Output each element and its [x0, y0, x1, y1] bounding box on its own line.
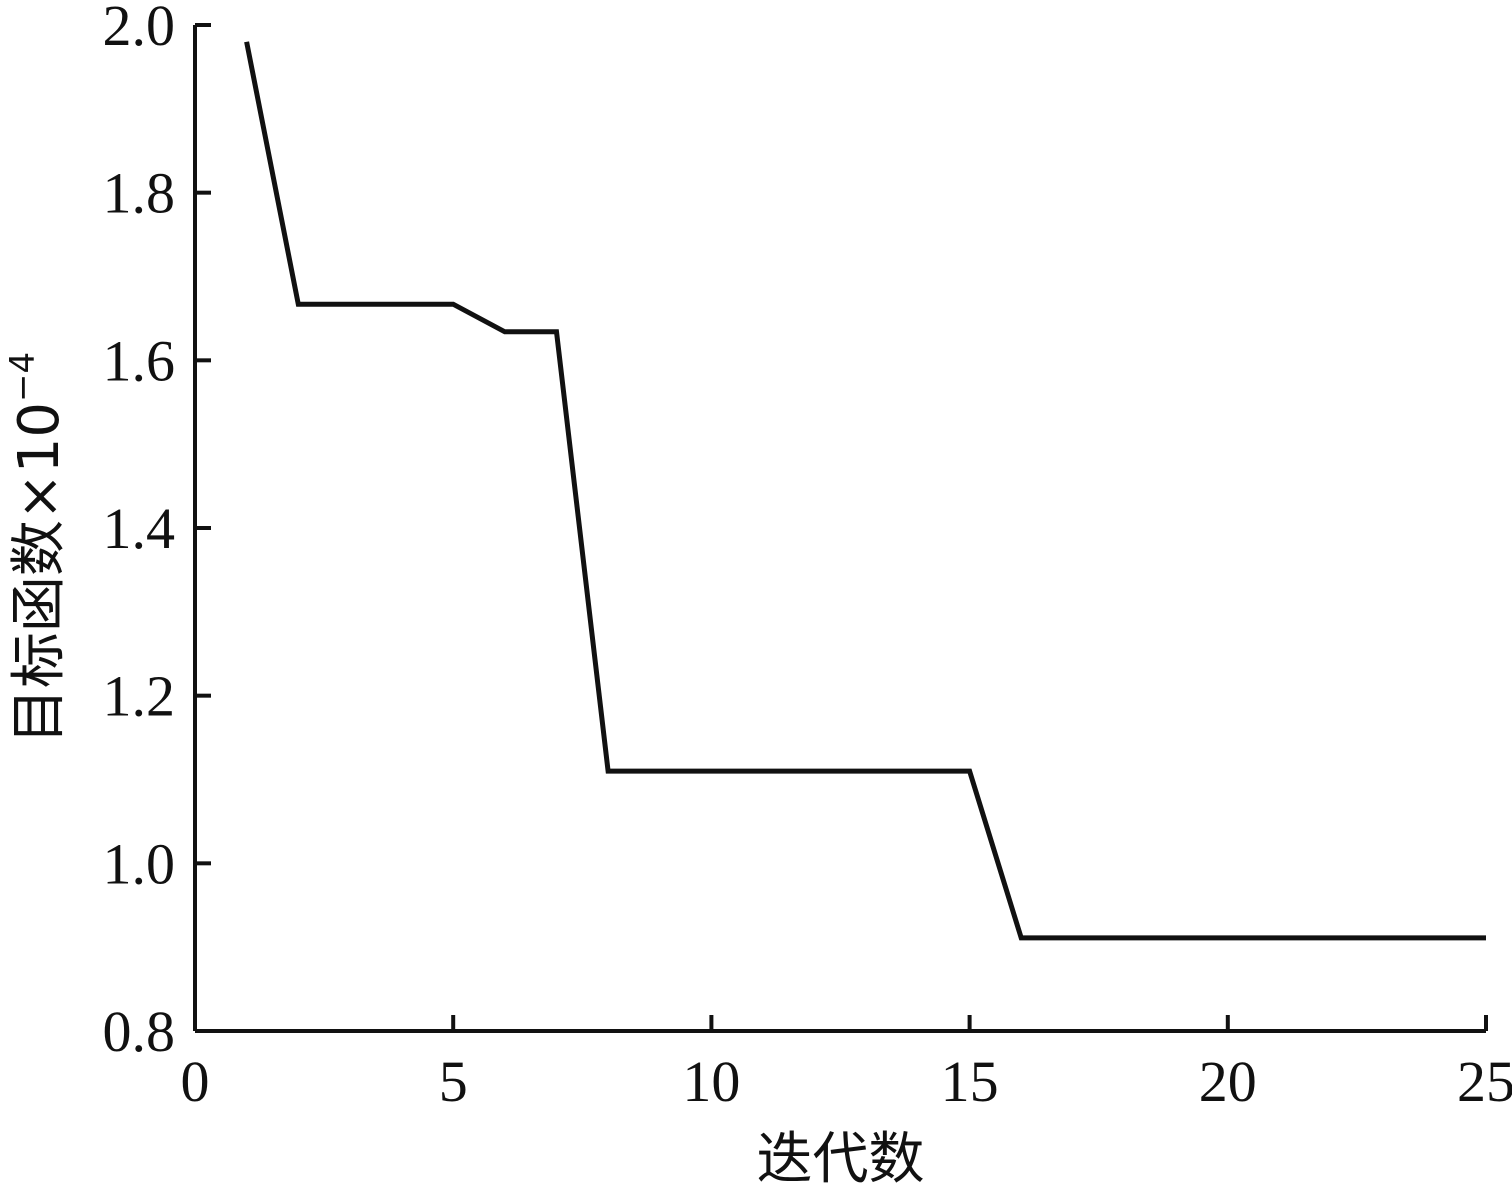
series-line [244, 41, 1486, 941]
x-tick-label: 5 [439, 1049, 468, 1114]
axes [193, 25, 1486, 1033]
x-ticks: 0 5 10 15 20 25 [181, 1015, 1512, 1114]
y-axis-title: 目标函数×10−4 [3, 352, 72, 744]
y-tick-label: 1.0 [103, 831, 176, 896]
y-axis-title-exponent: −4 [3, 352, 43, 402]
y-tick-label: 1.8 [103, 161, 176, 226]
y-tick-label: 2.0 [103, 0, 176, 58]
x-tick-label: 10 [682, 1049, 740, 1114]
y-tick-label: 1.6 [103, 328, 176, 393]
y-tick-label: 0.8 [103, 999, 176, 1064]
x-tick-label: 15 [941, 1049, 999, 1114]
y-axis-title-text: 目标函数×10 [7, 402, 72, 744]
x-axis-title: 迭代数 [757, 1127, 925, 1191]
y-ticks: 0.8 1.0 1.2 1.4 1.6 1.8 2.0 [103, 0, 211, 1064]
x-tick-label: 20 [1199, 1049, 1257, 1114]
x-tick-label: 25 [1457, 1049, 1512, 1114]
series-group [244, 41, 1486, 941]
x-tick-label: 0 [181, 1049, 210, 1114]
y-tick-label: 1.2 [103, 664, 176, 729]
y-tick-label: 1.4 [103, 496, 176, 561]
